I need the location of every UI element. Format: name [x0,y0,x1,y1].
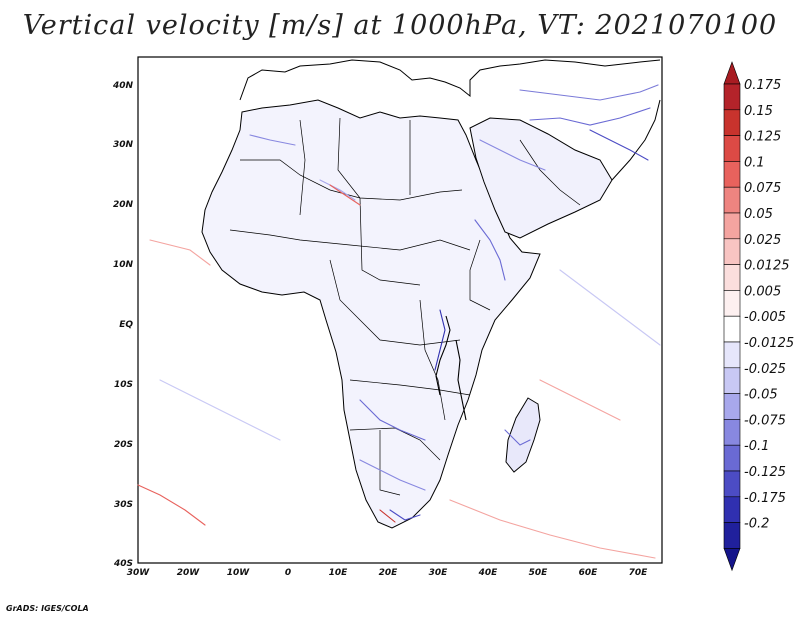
arabia-coast [469,117,613,239]
lat-tick-label: 30N [113,140,134,150]
lat-tick-label: 20S [114,440,133,450]
lon-tick-label: 70E [629,568,649,578]
colorbar-swatch [723,186,741,214]
lat-tick-label: 20N [113,200,134,210]
lat-tick-label: 10S [114,380,133,390]
colorbar-swatch [723,496,741,523]
colorbar-label: 0.1 [744,155,765,170]
colorbar-label: 0.075 [744,181,781,196]
colorbar-swatch [723,444,741,472]
land-shading [201,59,661,529]
colorbar-swatch [723,212,741,240]
colorbar-swatch [723,83,741,111]
map-title: Vertical velocity [m/s] at 1000hPa, VT: … [22,10,778,41]
colorbar-label: -0.1 [744,439,769,454]
colorbar-swatch [723,264,741,291]
lon-tick-label: 50E [529,568,549,578]
colorbar-label: 0.0125 [744,259,790,274]
colorbar-swatch [723,238,741,265]
colorbar-swatch [723,161,741,188]
colorbar-label: -0.005 [744,310,786,325]
credit-text: GrADS: IGES/COLA [6,604,89,613]
colorbar-label: 0.05 [744,207,773,222]
colorbar-swatch [723,315,741,343]
velocity-texture [137,84,661,559]
lat-tick-label: 10N [113,260,134,270]
colorbar-swatch [723,109,741,136]
colorbar-swatch [723,290,741,317]
colorbar-label: -0.075 [744,413,786,428]
colorbar-label: 0.175 [744,78,781,93]
lon-tick-label: 20W [177,568,201,578]
colorbar-swatch [723,419,741,446]
colorbar-swatch [723,393,741,420]
colorbar-label: 0.025 [744,233,781,248]
lon-tick-label: 10E [329,568,349,578]
lon-tick-label: 40E [478,568,499,578]
colorbar-label: -0.025 [744,362,786,377]
lat-tick-label: 40S [113,559,133,569]
colorbar-swatch [723,135,741,162]
colorbar-swatch [723,367,741,394]
madagascar-coast [505,397,541,473]
lat-tick-label: EQ [119,320,133,330]
lat-tick-label: 30S [114,500,133,510]
europe-coast [239,59,661,101]
country-borders [229,117,581,496]
colorbar-label: -0.125 [744,465,786,480]
lon-tick-label: 30E [429,568,449,578]
africa-coast [201,99,541,529]
asia-coast [611,99,661,181]
lon-tick-label: 30W [127,568,151,578]
colorbar-label: 0.005 [744,284,781,299]
colorbar-swatch [723,470,741,498]
great-lakes [435,315,467,421]
colorbar-swatch [723,522,741,549]
colorbar: 0.175 0.15 0.125 0.1 0.075 0.05 0.025 0.0125 0.0… [723,61,794,572]
colorbar-bottom-arrow [723,548,741,572]
colorbar-label: -0.05 [744,388,778,403]
lat-tick-label: 40N [112,81,134,91]
lon-tick-label: 60E [579,568,599,578]
lon-tick-label: 0 [285,568,291,578]
colorbar-label: 0.125 [744,130,781,145]
map-panel [137,56,663,564]
colorbar-label: -0.0125 [744,336,794,351]
colorbar-swatch [723,341,741,369]
colorbar-label: -0.2 [744,517,769,532]
lat-axis: 40N 30N 20N 10N EQ 10S 20S 30S 40S [112,81,134,569]
colorbar-top-arrow [723,61,741,85]
lon-axis: 30W 20W 10W 0 10E 20E 30E 40E 50E 60E 70… [127,568,648,578]
lon-tick-label: 20E [379,568,399,578]
colorbar-label: 0.15 [744,104,773,119]
colorbar-label: -0.175 [744,491,786,506]
lon-tick-label: 10W [227,568,251,578]
